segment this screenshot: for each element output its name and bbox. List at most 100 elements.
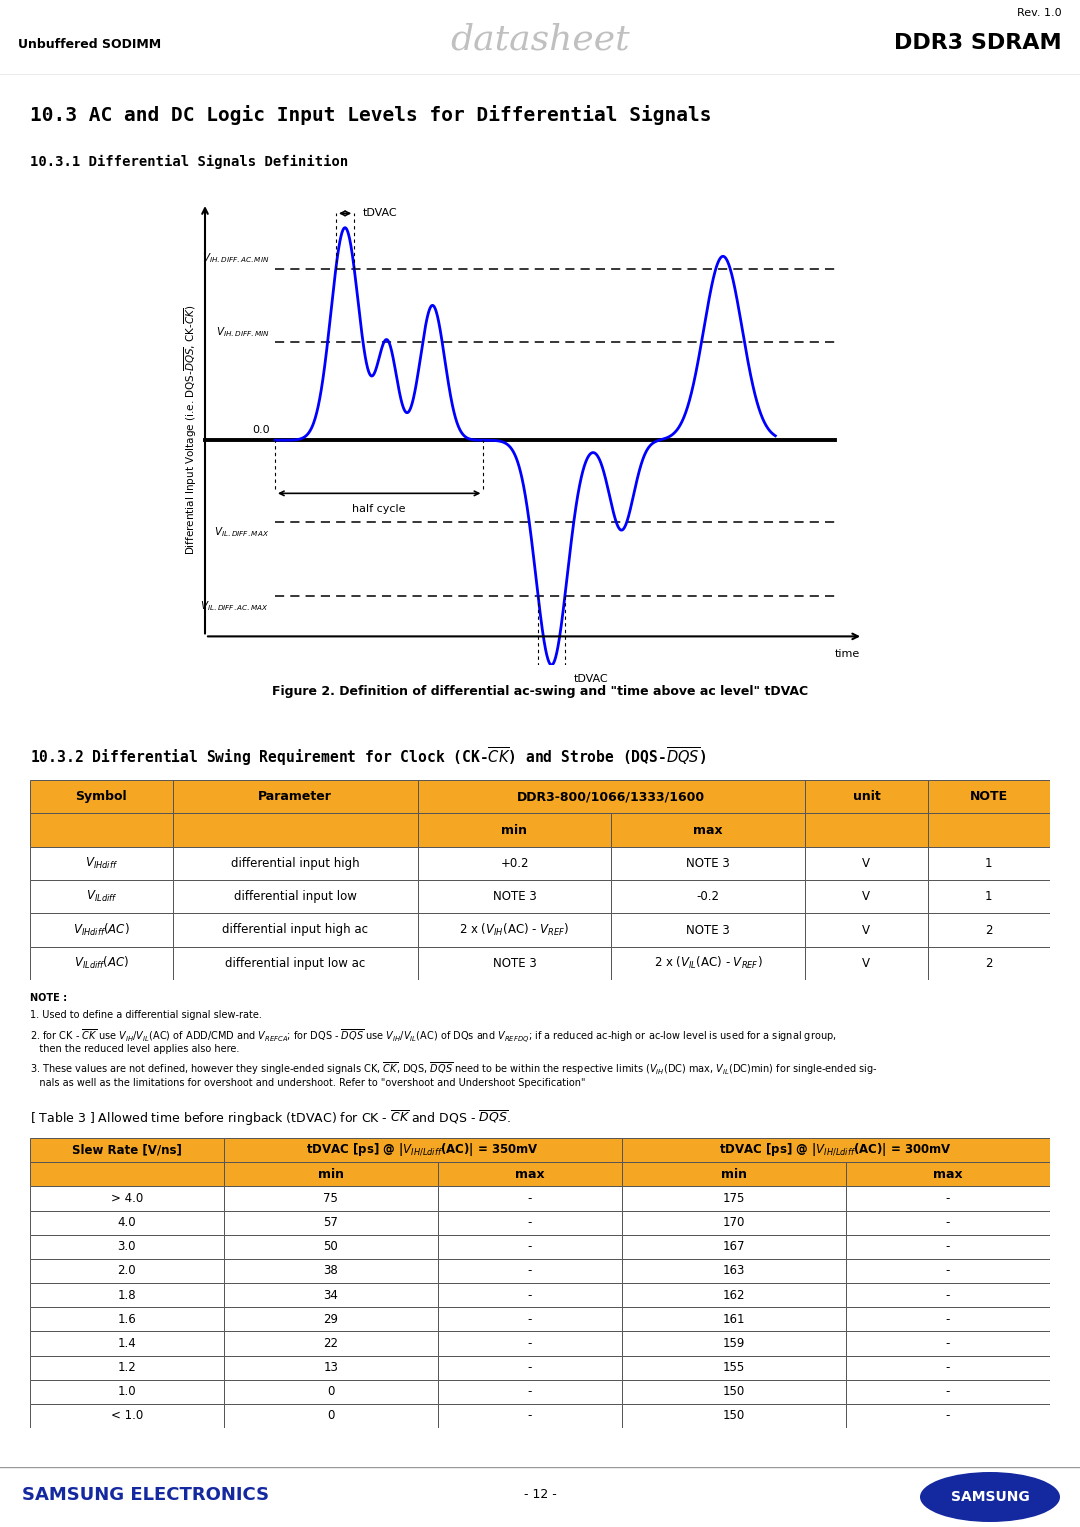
Text: differential input low ac: differential input low ac [225,957,365,970]
Bar [224,1356,438,1380]
Text: $V_{IHdiff}$: $V_{IHdiff}$ [85,855,118,870]
Text: -: - [528,1289,532,1301]
Bar [438,1307,622,1332]
Text: -: - [946,1264,950,1278]
Text: SAMSUNG: SAMSUNG [950,1490,1029,1504]
Bar [30,1235,224,1258]
Text: 0: 0 [327,1409,335,1423]
Text: 150: 150 [723,1385,745,1399]
Text: min: min [318,1168,343,1180]
Bar [438,1283,622,1307]
Bar [224,1162,438,1186]
Bar [418,780,806,814]
Text: 170: 170 [723,1215,745,1229]
Text: 4.0: 4.0 [118,1215,136,1229]
Text: max: max [515,1168,544,1180]
Text: -: - [946,1361,950,1374]
Text: < 1.0: < 1.0 [111,1409,143,1423]
Bar [438,1403,622,1428]
Text: 175: 175 [723,1193,745,1205]
Text: 2. for CK - $\overline{CK}$ use $V_{IH}/V_{IL}$(AC) of ADD/CMD and $V_{REFCA}$; : 2. for CK - $\overline{CK}$ use $V_{IH}/… [30,1028,837,1044]
Bar [30,913,173,947]
Text: 57: 57 [324,1215,338,1229]
Bar [418,814,611,846]
Bar [438,1186,622,1211]
Bar [438,1211,622,1235]
Text: -: - [528,1313,532,1325]
Text: NOTE :: NOTE : [30,993,67,1003]
Text: 1.8: 1.8 [118,1289,136,1301]
Text: Slew Rate [V/ns]: Slew Rate [V/ns] [72,1144,181,1156]
Bar [622,1380,846,1403]
Text: max: max [933,1168,962,1180]
Text: NOTE 3: NOTE 3 [492,890,537,902]
Bar [622,1283,846,1307]
Bar [611,846,806,880]
Text: $V_{ILdiff}$: $V_{ILdiff}$ [85,889,117,904]
Text: 1: 1 [985,857,993,870]
Bar [30,1283,224,1307]
Bar [611,880,806,913]
Bar [30,1332,224,1356]
Text: 10.3 AC and DC Logic Input Levels for Differential Signals: 10.3 AC and DC Logic Input Levels for Di… [30,105,712,125]
Text: tDVAC [ps] @ |$V_{IH/Ldiff}$(AC)| = 350mV: tDVAC [ps] @ |$V_{IH/Ldiff}$(AC)| = 350m… [307,1142,539,1159]
Bar [224,1332,438,1356]
Bar [438,1235,622,1258]
Bar [806,780,928,814]
Bar [30,1307,224,1332]
Bar [806,913,928,947]
Bar [30,1186,224,1211]
Text: -: - [946,1289,950,1301]
Text: Differential Input Voltage (i.e. DQS-$\overline{DQS}$, CK-$\overline{CK}$): Differential Input Voltage (i.e. DQS-$\o… [183,305,200,556]
Bar [806,947,928,980]
Text: $V_{IL.DIFF.MAX}$: $V_{IL.DIFF.MAX}$ [214,525,269,539]
Text: 1.4: 1.4 [118,1338,136,1350]
Text: 163: 163 [723,1264,745,1278]
Bar [30,1138,224,1162]
Text: differential input low: differential input low [233,890,356,902]
Bar [30,1162,224,1186]
Bar [846,1235,1050,1258]
Bar [224,1403,438,1428]
Text: 50: 50 [324,1240,338,1254]
Text: $V_{IHdiff}(AC)$: $V_{IHdiff}(AC)$ [73,922,130,938]
Text: V: V [863,857,870,870]
Bar [806,814,928,846]
Bar [418,913,611,947]
Text: NOTE 3: NOTE 3 [687,924,730,936]
Bar [622,1356,846,1380]
Text: 150: 150 [723,1409,745,1423]
Text: Figure 2. Definition of differential ac-swing and "time above ac level" tDVAC: Figure 2. Definition of differential ac-… [272,686,808,698]
Text: nals as well as the limitations for overshoot and undershoot. Refer to "overshoo: nals as well as the limitations for over… [30,1078,585,1089]
Text: differential input high ac: differential input high ac [222,924,368,936]
Bar [611,947,806,980]
Text: min: min [720,1168,746,1180]
Text: 155: 155 [723,1361,745,1374]
Text: 1.6: 1.6 [118,1313,136,1325]
Text: NOTE 3: NOTE 3 [687,857,730,870]
Bar [928,947,1050,980]
Text: 1: 1 [985,890,993,902]
Text: -: - [946,1313,950,1325]
Bar [846,1332,1050,1356]
Bar [846,1380,1050,1403]
Bar [30,780,173,814]
Bar [806,846,928,880]
Text: $V_{IL.DIFF.AC.MAX}$: $V_{IL.DIFF.AC.MAX}$ [201,599,269,612]
Bar [418,880,611,913]
Bar [30,880,173,913]
Text: 0.0: 0.0 [252,426,269,435]
Bar [928,846,1050,880]
Text: 3. These values are not defined, however they single-ended signals CK, $\overlin: 3. These values are not defined, however… [30,1061,877,1078]
Text: -: - [528,1409,532,1423]
Text: NOTE: NOTE [970,789,1008,803]
Text: V: V [863,924,870,936]
Bar [438,1258,622,1283]
Bar [928,814,1050,846]
Text: 1.2: 1.2 [118,1361,136,1374]
Bar [224,1380,438,1403]
Bar [30,1258,224,1283]
Text: DDR3 SDRAM: DDR3 SDRAM [894,34,1062,53]
Ellipse shape [920,1472,1059,1522]
Bar [30,1380,224,1403]
